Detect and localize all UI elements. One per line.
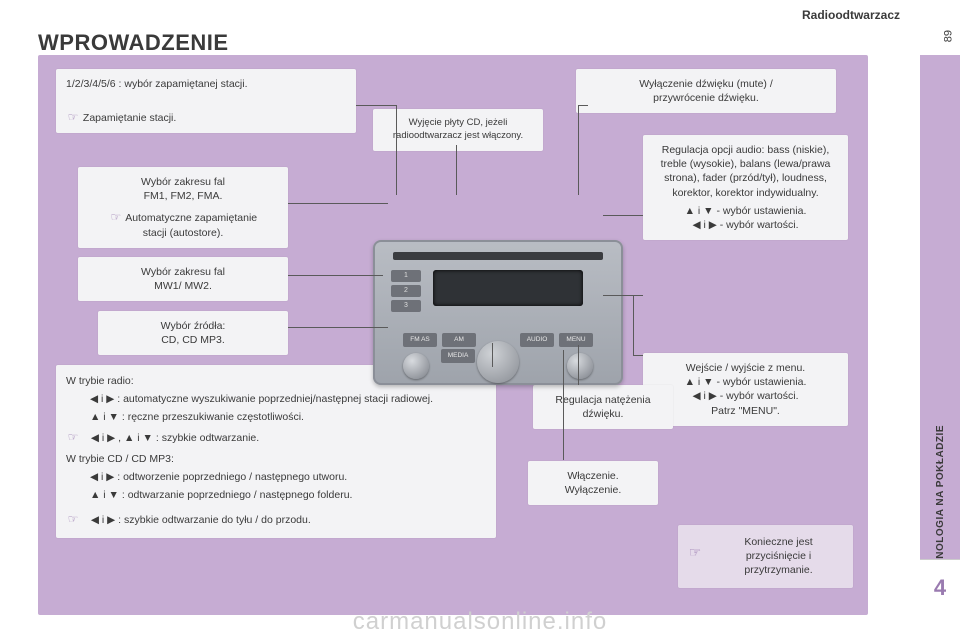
- text: Patrz "MENU".: [653, 404, 838, 418]
- footer-watermark: carmanualsonline.info: [0, 608, 960, 636]
- text: ☞ ◀ i ▶ : szybkie odtwarzanie do tyłu / …: [66, 509, 486, 530]
- callout-volume: Regulacja natężenia dźwięku.: [533, 385, 673, 429]
- right-knob: [567, 353, 593, 379]
- section-header: Radioodtwarzacz: [802, 8, 900, 22]
- callout-mute: Wyłączenie dźwięku (mute) / przywrócenie…: [576, 69, 836, 113]
- text: Wybór zakresu fal: [88, 265, 278, 279]
- text: Konieczne jest: [710, 535, 847, 549]
- leader: [492, 343, 493, 367]
- text: Regulacja natężenia: [543, 393, 663, 407]
- callout-power: Włączenie. Wyłączenie.: [528, 461, 658, 505]
- hand-icon: ☞: [109, 209, 123, 225]
- leader: [288, 327, 388, 328]
- text: CD, CD MP3.: [108, 333, 278, 347]
- hand-icon: ☞: [66, 509, 80, 529]
- callout-mw: Wybór zakresu fal MW1/ MW2.: [78, 257, 288, 301]
- text: ☞ Zapamiętanie stacji.: [66, 109, 346, 125]
- callout-modes: W trybie radio: ◀ i ▶ : automatyczne wys…: [56, 365, 496, 538]
- btn-menu: MENU: [559, 333, 593, 347]
- text: Wybór źródła:: [108, 319, 278, 333]
- hand-icon: ☞: [688, 543, 702, 562]
- text: Regulacja opcji audio: bass (niskie), tr…: [653, 143, 838, 200]
- text: radioodtwarzacz jest włączony.: [383, 130, 533, 143]
- text: Włączenie.: [538, 469, 648, 483]
- sidebar: TECHNOLOGIA NA POKŁADZIE 4: [920, 55, 960, 615]
- text: FM1, FM2, FMA.: [88, 189, 278, 203]
- text: ◀ i ▶ - wybór wartości.: [653, 218, 838, 232]
- text: ▲ i ▼ - wybór ustawienia.: [653, 375, 838, 389]
- leader: [633, 355, 643, 356]
- text: ◀ i ▶ : automatyczne wyszukiwanie poprze…: [66, 391, 486, 409]
- text: Wyłączenie dźwięku (mute) /: [586, 77, 826, 91]
- btn-media: MEDIA: [441, 349, 475, 363]
- sidebar-tab: 4: [920, 559, 960, 615]
- leader: [396, 141, 397, 195]
- leader: [578, 105, 579, 195]
- btn-audio: AUDIO: [520, 333, 554, 347]
- btn-fm: FM AS: [403, 333, 437, 347]
- preset-1: 1: [391, 270, 421, 282]
- leader: [603, 295, 643, 296]
- leader: [288, 203, 388, 204]
- text: ◀ i ▶ - wybór wartości.: [653, 389, 838, 403]
- text: ☞ Automatyczne zapamiętanie: [88, 209, 278, 225]
- text: MW1/ MW2.: [88, 279, 278, 293]
- text: przywrócenie dźwięku.: [586, 91, 826, 105]
- text: Wyjęcie płyty CD, jeżeli: [383, 117, 533, 130]
- leader: [456, 145, 457, 195]
- text: stacji (autostore).: [88, 226, 278, 240]
- callout-source: Wybór źródła: CD, CD MP3.: [98, 311, 288, 355]
- text: Wyłączenie.: [538, 483, 648, 497]
- text: przytrzymanie.: [710, 563, 847, 577]
- preset-3: 3: [391, 300, 421, 312]
- text: W trybie CD / CD MP3:: [66, 451, 486, 469]
- leader: [603, 215, 643, 216]
- text: Wejście / wyjście z menu.: [653, 361, 838, 375]
- text: ◀ i ▶ : odtworzenie poprzedniego / nastę…: [66, 469, 486, 487]
- text: 1/2/3/4/5/6 : wybór zapamiętanej stacji.: [66, 77, 346, 91]
- callout-preset: 1/2/3/4/5/6 : wybór zapamiętanej stacji.…: [56, 69, 356, 133]
- text: ☞ ◀ i ▶ , ▲ i ▼ : szybkie odtwarzanie.: [66, 427, 486, 448]
- leader: [396, 105, 397, 141]
- text: ▲ i ▼ - wybór ustawienia.: [653, 204, 838, 218]
- radio-unit: 1 2 3 FM AS AM AUDIO MENU MEDIA: [373, 240, 623, 385]
- left-knob: [403, 353, 429, 379]
- hand-icon: ☞: [66, 427, 80, 447]
- page-number: 89: [942, 30, 954, 42]
- leader: [578, 345, 579, 385]
- text: ▲ i ▼ : ręczne przeszukiwanie częstotliw…: [66, 409, 486, 427]
- content-panel: 1/2/3/4/5/6 : wybór zapamiętanej stacji.…: [38, 55, 868, 615]
- leader: [578, 105, 588, 106]
- leader: [356, 105, 396, 106]
- text: przyciśnięcie i: [710, 549, 847, 563]
- hand-icon: ☞: [66, 109, 80, 125]
- callout-fm: Wybór zakresu fal FM1, FM2, FMA. ☞ Autom…: [78, 167, 288, 248]
- leader: [563, 350, 564, 460]
- text: Wybór zakresu fal: [88, 175, 278, 189]
- page-title: WPROWADZENIE: [38, 30, 229, 56]
- dpad: [477, 341, 519, 383]
- callout-menu: Wejście / wyjście z menu. ▲ i ▼ - wybór …: [643, 353, 848, 426]
- radio-screen: [433, 270, 583, 306]
- btn-am: AM: [442, 333, 476, 347]
- cd-slot: [393, 252, 603, 260]
- preset-2: 2: [391, 285, 421, 297]
- callout-eject: Wyjęcie płyty CD, jeżeli radioodtwarzacz…: [373, 109, 543, 151]
- text: ▲ i ▼ : odtwarzanie poprzedniego / nastę…: [66, 487, 486, 505]
- leader: [288, 275, 383, 276]
- callout-audio: Regulacja opcji audio: bass (niskie), tr…: [643, 135, 848, 240]
- text: dźwięku.: [543, 407, 663, 421]
- callout-note: ☞ Konieczne jest przyciśnięcie i przytrz…: [678, 525, 853, 588]
- leader: [633, 295, 634, 355]
